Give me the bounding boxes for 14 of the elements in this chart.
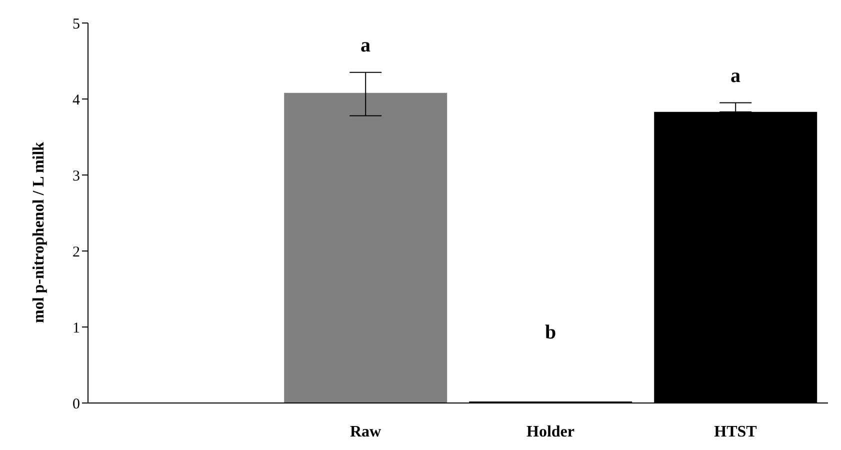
annotation: b [544, 322, 556, 344]
y-tick-label: 2 [72, 244, 80, 260]
annotation: a [360, 34, 370, 56]
bar [284, 92, 448, 403]
x-tick-label: HTST [714, 423, 758, 440]
x-tick-label: Holder [526, 423, 574, 440]
y-tick-label: 4 [72, 92, 80, 108]
annotation: a [730, 64, 740, 87]
y-tick-label: 5 [72, 16, 80, 32]
y-tick-label: 3 [72, 168, 80, 184]
y-tick-label: 0 [72, 396, 80, 412]
y-tick-label: 1 [72, 320, 80, 336]
x-tick-label: Raw [350, 423, 382, 440]
y-axis-title: mol p-nitrophenol / L milk [30, 142, 48, 323]
